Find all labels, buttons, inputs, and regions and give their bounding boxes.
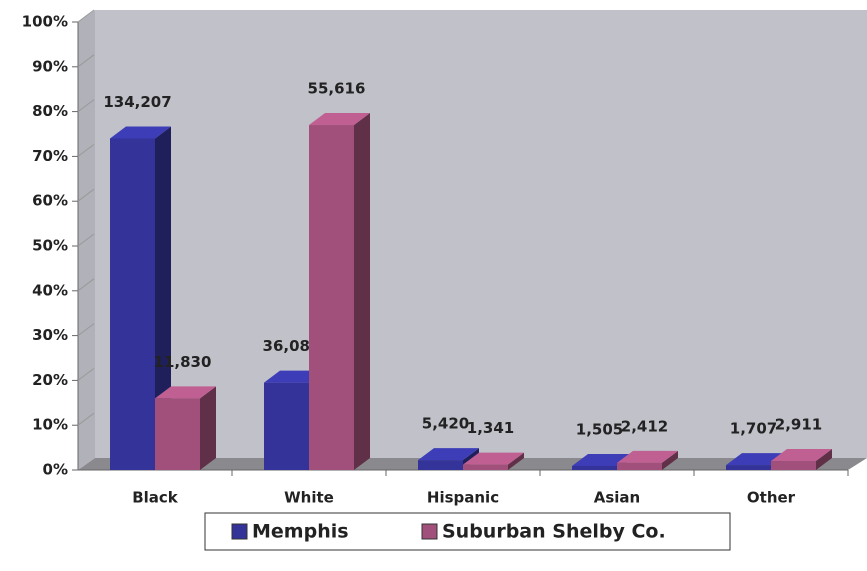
back-wall — [95, 10, 867, 458]
y-tick-label: 80% — [32, 102, 68, 120]
bar — [155, 398, 200, 470]
y-tick-label: 100% — [22, 13, 68, 31]
bar-top — [463, 452, 524, 465]
data-label: 2,412 — [621, 417, 668, 435]
y-tick-label: 60% — [32, 192, 68, 210]
wall-grid — [77, 323, 95, 337]
bar-side — [816, 449, 832, 470]
legend-swatch — [231, 523, 248, 540]
data-label: 36,089 — [263, 337, 321, 355]
legend-label: Suburban Shelby Co. — [442, 521, 666, 543]
data-label: 1,341 — [467, 419, 514, 437]
x-tick-label: White — [284, 489, 334, 507]
bar-top — [155, 386, 216, 399]
bar — [463, 464, 508, 470]
y-tick-label: 70% — [32, 147, 68, 165]
bar-top — [771, 449, 832, 462]
legend — [204, 512, 731, 551]
data-label: 5,420 — [422, 415, 469, 433]
bar — [264, 382, 309, 470]
y-tick-label: 0% — [43, 461, 68, 479]
bar-top — [418, 448, 479, 461]
bar-top — [617, 450, 678, 463]
data-label: 1,707 — [730, 420, 777, 438]
bar — [110, 138, 155, 471]
data-label: 55,616 — [308, 80, 366, 98]
wall-grid — [77, 9, 95, 23]
y-tick-label: 90% — [32, 57, 68, 75]
x-tick-label: Black — [132, 489, 179, 507]
wall-grid — [77, 99, 95, 112]
wall-grid — [77, 412, 95, 426]
y-tick-label: 40% — [32, 281, 68, 299]
y-tick-label: 50% — [32, 237, 68, 255]
bar-side — [155, 126, 171, 470]
data-label: 2,911 — [775, 416, 822, 434]
x-tick-label: Asian — [594, 489, 640, 507]
y-tick-label: 20% — [32, 371, 68, 389]
bar — [418, 460, 463, 470]
wall-grid — [77, 54, 95, 68]
legend-swatch — [421, 523, 438, 540]
x-tick-label: Hispanic — [427, 489, 499, 507]
data-label: 11,830 — [154, 353, 212, 371]
bar — [771, 461, 816, 470]
data-label: 1,505 — [576, 420, 623, 438]
y-tick-label: 30% — [32, 326, 68, 344]
wall-grid — [77, 278, 95, 292]
bar — [726, 465, 771, 470]
bar — [309, 125, 354, 470]
wall-grid — [77, 143, 95, 157]
bar-top — [110, 126, 171, 139]
bar-side — [662, 450, 678, 470]
data-label: 134,207 — [103, 93, 171, 111]
bar-top — [309, 113, 370, 126]
wall-grid — [77, 233, 95, 247]
wall-grid — [77, 367, 95, 381]
y-tick-label: 10% — [32, 416, 68, 434]
legend-label: Memphis — [252, 521, 349, 543]
bar-side — [200, 386, 216, 470]
wall-grid — [77, 188, 95, 202]
bar — [572, 465, 617, 470]
bar — [617, 462, 662, 470]
bar-side — [508, 452, 524, 470]
bar-side — [354, 113, 370, 470]
x-tick-label: Other — [747, 489, 796, 507]
